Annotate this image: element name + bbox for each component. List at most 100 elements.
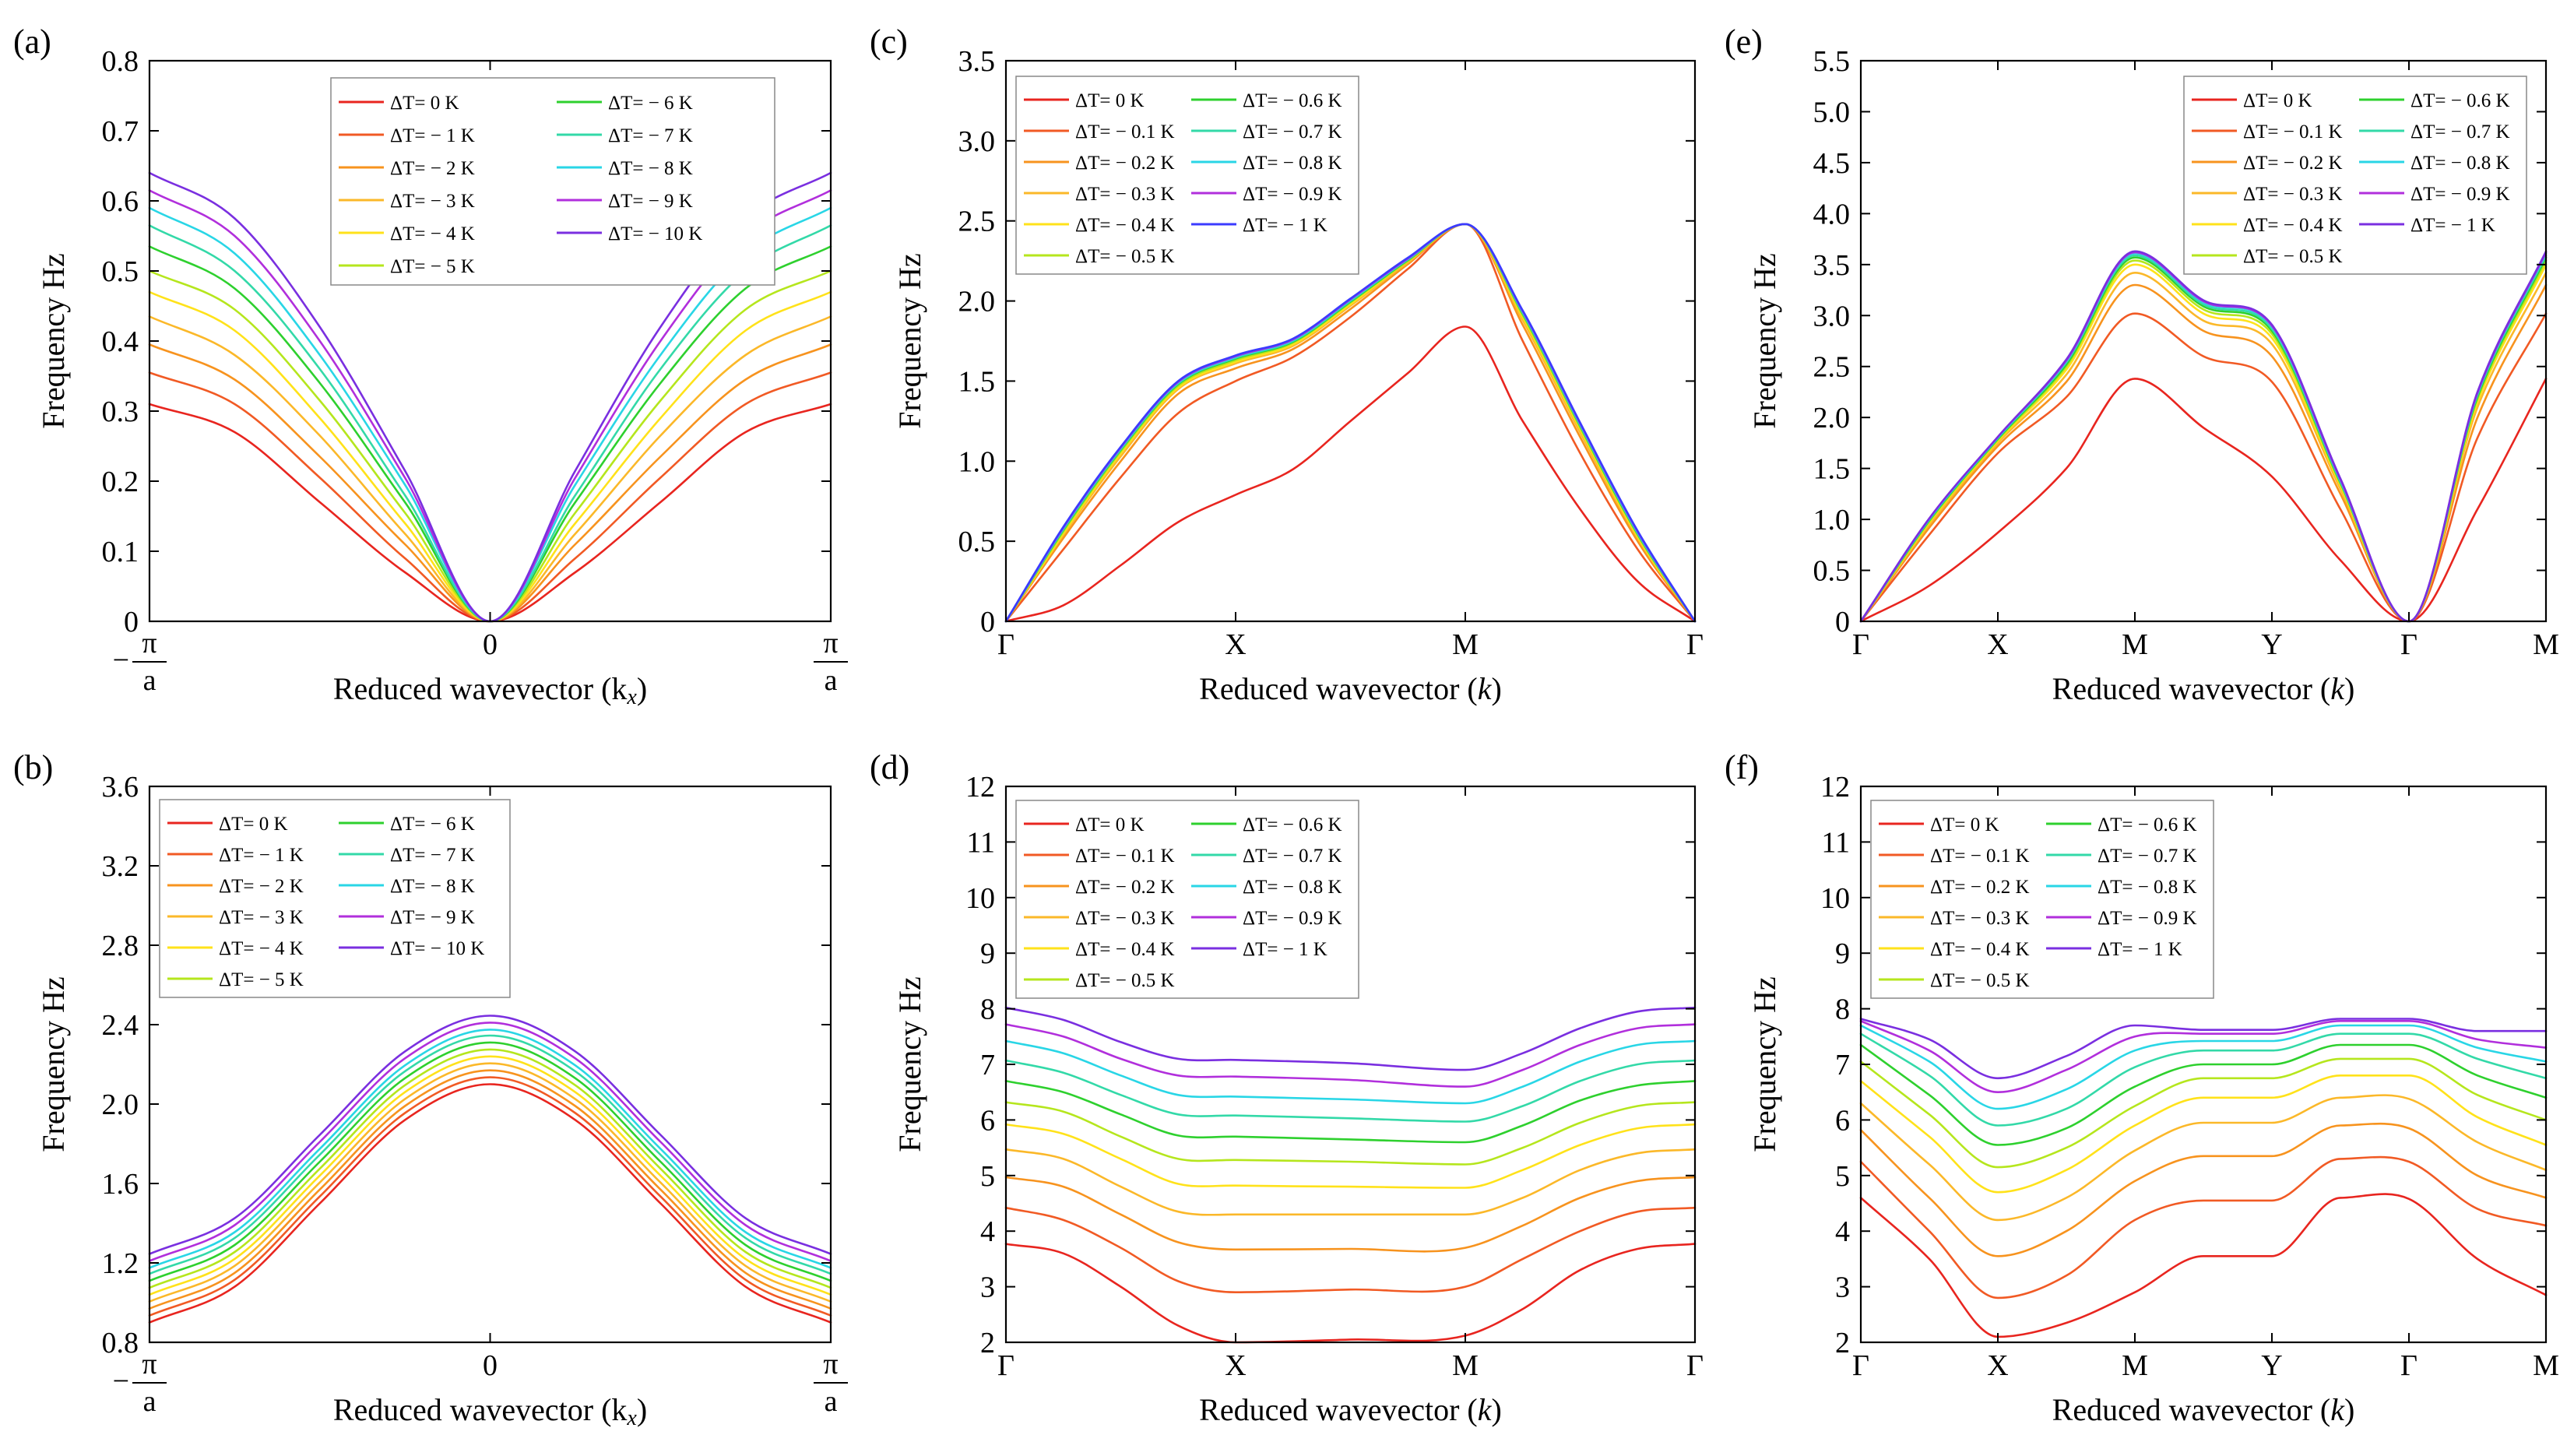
x-axis-label: Reduced wavevector (kx)	[333, 671, 647, 709]
y-tick-label: 1.0	[958, 445, 996, 478]
series-line	[148, 269, 832, 623]
y-axis-label: Frequency Hz	[36, 253, 71, 428]
x-tick-label: M	[2122, 628, 2148, 661]
legend-entry: ΔT= − 0.9 K	[1243, 184, 1342, 205]
legend-entry: ΔT= 0 K	[219, 814, 288, 835]
y-tick-label: 2.5	[958, 206, 996, 238]
series-line	[148, 1048, 832, 1289]
x-axis-label-end: )	[637, 1392, 647, 1427]
series-line	[1859, 283, 2548, 623]
x-axis-label: Reduced wavevector (k)	[2052, 1392, 2355, 1427]
panel-e: (e) 0 0.5 1.0 1.5 2.0 2.5 3.0 3.5 4.0 4.5 5.0 5.5 Γ X M…	[1725, 23, 2559, 706]
x-tick-label-den: a	[825, 1385, 838, 1418]
x-axis-label-sub: x	[626, 1406, 637, 1430]
legend-entry: ΔT= 0 K	[2243, 90, 2312, 111]
legend-entry: ΔT= − 0.4 K	[2243, 215, 2343, 236]
y-tick-label: 1.2	[102, 1247, 139, 1280]
y-tick-label: 3.2	[102, 850, 139, 883]
legend: ΔT= 0 K ΔT= − 1 K ΔT= − 2 K ΔT= − 3 K ΔT= − …	[330, 77, 775, 286]
series-line	[1004, 1243, 1697, 1344]
x-tick-label-den: a	[143, 1385, 156, 1418]
x-tick-label: X	[1225, 1349, 1246, 1382]
y-tick-label: 2.5	[1813, 351, 1851, 384]
legend-entry: ΔT= − 10 K	[390, 938, 484, 959]
legend-entry: ΔT= − 0.8 K	[2410, 153, 2510, 174]
legend-entry: ΔT= − 0.3 K	[2243, 184, 2343, 205]
legend-entry: ΔT= − 0.6 K	[2410, 90, 2510, 111]
x-tick-label: Γ	[997, 1349, 1014, 1382]
x-axis-label-sub: x	[626, 685, 637, 709]
legend-entry: ΔT= − 0.6 K	[1243, 90, 1342, 111]
y-tick-label: 3.0	[1813, 300, 1851, 332]
legend-box	[1015, 800, 1359, 999]
x-axis-label-end: )	[2344, 671, 2354, 706]
y-tick-label: 3	[980, 1271, 995, 1304]
panel-b: (b)0.81.21.62.02.42.83.23.6πa− 0 πaFrequen…	[13, 748, 848, 1430]
series-line	[148, 1062, 832, 1303]
x-tick-label: Γ	[2400, 1349, 2418, 1382]
x-tick-label: X	[1225, 628, 1246, 661]
series-line	[1004, 1206, 1697, 1293]
x-tick-label: Γ	[2400, 628, 2418, 661]
legend-entry: ΔT= − 4 K	[219, 938, 304, 959]
legend-entry: ΔT= − 0.7 K	[2410, 121, 2510, 142]
legend: ΔT= 0 K ΔT= − 0.1 K ΔT= − 0.2 K ΔT= − 0.3 K…	[2183, 76, 2527, 275]
legend-entry: ΔT= − 0.4 K	[1075, 215, 1175, 236]
panel-d: (d) 2 3 4 5 6 7 8 9 10 11 12 Γ X M Γ Frequency Hz Reduced…	[870, 748, 1704, 1427]
legend-entry: ΔT= − 0.2 K	[2243, 153, 2343, 174]
legend-entry: ΔT= − 2 K	[390, 158, 475, 179]
series-line	[1004, 223, 1697, 623]
x-axis-label-main: Reduced wavevector (	[2052, 1392, 2331, 1427]
legend-entry: ΔT= 0 K	[1075, 90, 1145, 111]
legend-entry: ΔT= − 0.5 K	[1930, 970, 2030, 991]
y-tick-label: 0.6	[102, 185, 139, 218]
y-tick-label: 0.5	[958, 526, 996, 558]
x-tick-label-den: a	[825, 664, 838, 697]
legend-entry: ΔT= − 9 K	[390, 907, 475, 928]
legend-entry: ΔT= − 1 K	[219, 845, 304, 866]
y-tick-label: 8	[1835, 994, 1850, 1026]
series-line	[1859, 1018, 2548, 1080]
series-line	[1859, 1155, 2548, 1299]
series-line	[148, 1015, 832, 1255]
y-tick-label: 0.8	[102, 45, 139, 78]
legend-entry: ΔT= − 0.2 K	[1930, 877, 2030, 898]
series-line	[1004, 1176, 1697, 1253]
series-line	[1004, 1023, 1697, 1088]
legend: ΔT= 0 K ΔT= − 0.1 K ΔT= − 0.2 K ΔT= − 0.3 K…	[1015, 800, 1359, 999]
series-line	[1004, 325, 1697, 623]
y-axis-label: Frequency Hz	[1747, 253, 1782, 428]
legend-entry: ΔT= − 0.7 K	[1243, 846, 1342, 867]
y-tick-label: 5	[980, 1160, 995, 1193]
x-tick-label: 0	[483, 628, 498, 661]
y-tick-label: 10	[965, 882, 995, 915]
y-axis-label: Frequency Hz	[892, 976, 927, 1152]
plot-frame	[1859, 59, 2548, 623]
y-tick-label: 2.0	[958, 286, 996, 318]
legend-entry: ΔT= − 6 K	[390, 814, 475, 835]
x-tick-label-num: π	[823, 627, 838, 659]
y-tick-label: 5.0	[1813, 96, 1851, 128]
series-line	[148, 371, 832, 623]
y-tick-label: 2.0	[102, 1088, 139, 1121]
series-line	[148, 1034, 832, 1275]
series-line	[1859, 263, 2548, 623]
legend-entry: ΔT= − 0.9 K	[2098, 908, 2197, 929]
series-line	[148, 1055, 832, 1296]
y-tick-label: 2.0	[1813, 402, 1851, 434]
panel-label: (e)	[1725, 23, 1763, 61]
x-tick-label: X	[1987, 628, 2008, 661]
y-tick-label: 0.8	[102, 1327, 139, 1359]
y-tick-label: 2.8	[102, 930, 139, 962]
y-tick-label: 5	[1835, 1160, 1850, 1193]
x-axis-label-sub: k	[2330, 671, 2345, 706]
legend-entry: ΔT= − 0.5 K	[2243, 246, 2343, 267]
y-tick-label: 4.5	[1813, 147, 1851, 180]
x-axis-label-sub: k	[2330, 1392, 2345, 1427]
x-tick-label-sign: −	[113, 644, 129, 677]
x-axis-label-sub: k	[1478, 1392, 1493, 1427]
series-line	[1004, 223, 1697, 623]
series-line	[1004, 223, 1697, 623]
series-line	[1859, 256, 2548, 623]
y-tick-label: 11	[966, 826, 995, 859]
